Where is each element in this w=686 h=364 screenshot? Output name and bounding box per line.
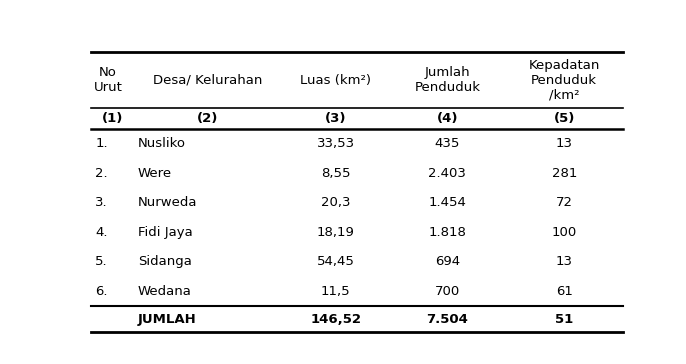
Text: 72: 72 (556, 196, 573, 209)
Text: JUMLAH: JUMLAH (138, 313, 197, 325)
Text: Nusliko: Nusliko (138, 137, 186, 150)
Text: 435: 435 (435, 137, 460, 150)
Text: 54,45: 54,45 (317, 255, 355, 268)
Text: Sidanga: Sidanga (138, 255, 191, 268)
Text: 4.: 4. (95, 226, 108, 239)
Text: (5): (5) (554, 112, 575, 125)
Text: (1): (1) (102, 112, 123, 125)
Text: 5.: 5. (95, 255, 108, 268)
Text: 33,53: 33,53 (316, 137, 355, 150)
Text: No
Urut: No Urut (94, 66, 123, 94)
Text: 2.: 2. (95, 167, 108, 180)
Text: (4): (4) (436, 112, 458, 125)
Text: Wedana: Wedana (138, 285, 191, 297)
Text: 146,52: 146,52 (310, 313, 361, 325)
Text: 3.: 3. (95, 196, 108, 209)
Text: 1.454: 1.454 (428, 196, 466, 209)
Text: (3): (3) (325, 112, 346, 125)
Text: 20,3: 20,3 (321, 196, 351, 209)
Text: 281: 281 (552, 167, 577, 180)
Text: 700: 700 (435, 285, 460, 297)
Text: Luas (km²): Luas (km²) (300, 74, 371, 87)
Text: Fidi Jaya: Fidi Jaya (138, 226, 193, 239)
Text: Desa/ Kelurahan: Desa/ Kelurahan (154, 74, 263, 87)
Text: 6.: 6. (95, 285, 108, 297)
Text: 13: 13 (556, 255, 573, 268)
Text: 1.818: 1.818 (428, 226, 466, 239)
Text: Were: Were (138, 167, 172, 180)
Text: 51: 51 (555, 313, 573, 325)
Text: 1.: 1. (95, 137, 108, 150)
Text: 7.504: 7.504 (426, 313, 469, 325)
Text: 13: 13 (556, 137, 573, 150)
Text: (2): (2) (198, 112, 219, 125)
Text: 61: 61 (556, 285, 573, 297)
Text: Jumlah
Penduduk: Jumlah Penduduk (414, 66, 480, 94)
Text: 694: 694 (435, 255, 460, 268)
Text: Kepadatan
Penduduk
/km²: Kepadatan Penduduk /km² (528, 59, 600, 102)
Text: 2.403: 2.403 (428, 167, 466, 180)
Text: 18,19: 18,19 (317, 226, 355, 239)
Text: 8,55: 8,55 (321, 167, 351, 180)
Text: Nurweda: Nurweda (138, 196, 198, 209)
Text: 11,5: 11,5 (321, 285, 351, 297)
Text: 100: 100 (552, 226, 577, 239)
